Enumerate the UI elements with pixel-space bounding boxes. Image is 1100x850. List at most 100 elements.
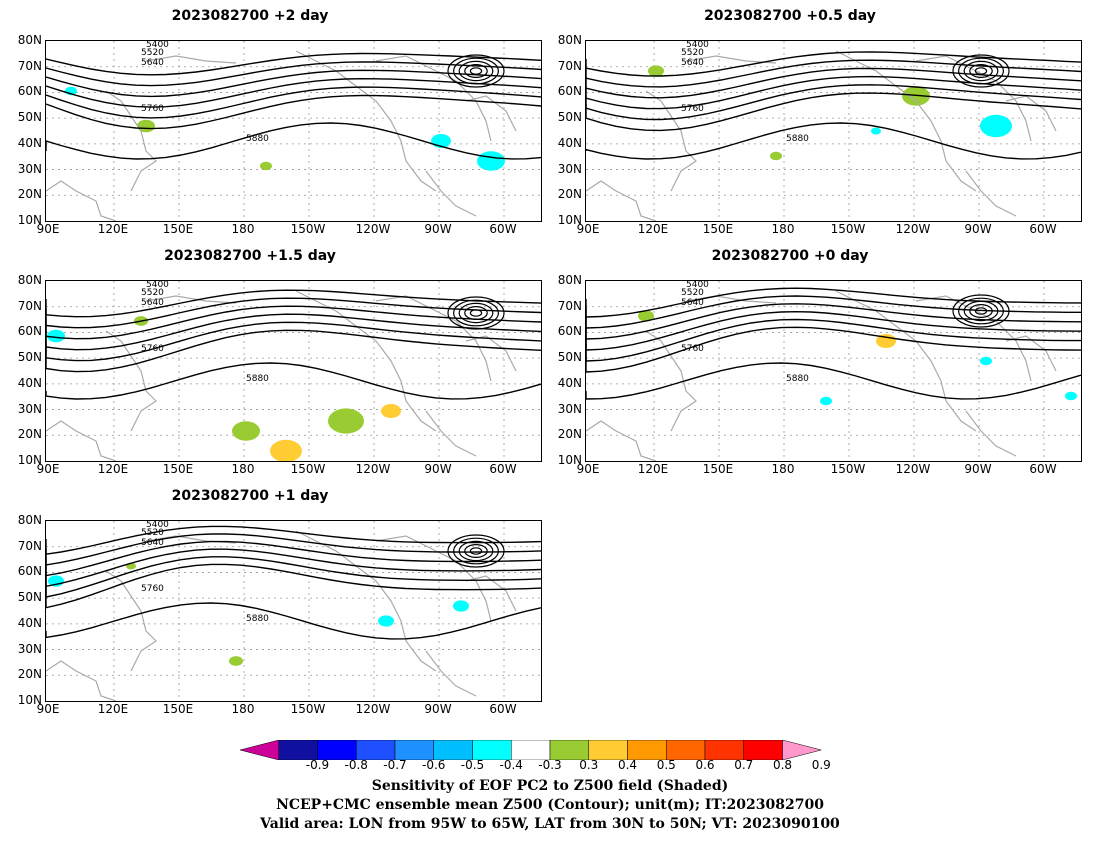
lon-tick-label: 150E: [702, 462, 734, 476]
lon-tick-label: 60W: [1029, 462, 1057, 476]
contour-label: 5400: [146, 281, 169, 290]
low-center-contour: [963, 300, 999, 322]
lat-tick-label: 80N: [557, 33, 582, 47]
low-center-contour: [958, 297, 1005, 325]
z500-contour: [46, 94, 541, 130]
panel-title: 2023082700 +1.5 day: [164, 248, 336, 264]
lon-tick-label: 120E: [637, 222, 669, 236]
z500-contour: [586, 287, 1081, 318]
coastline: [46, 660, 117, 701]
lat-tick-label: 50N: [557, 350, 582, 365]
lat-tick-label: 10N: [17, 693, 42, 707]
colorbar-segment: [549, 740, 589, 760]
lat-tick-label: 60N: [557, 324, 582, 339]
low-center-contour: [464, 544, 488, 559]
colorbar-segment: [588, 740, 628, 760]
z500-contour: [46, 313, 541, 351]
colorbar-tick-label: 0.3: [579, 758, 599, 772]
colorbar-tick-label: 0.5: [656, 758, 676, 772]
lon-tick-label: 90E: [36, 462, 60, 476]
low-center-contour: [974, 67, 988, 75]
panel-title: 2023082700 +0.5 day: [704, 8, 876, 24]
contour-label: 5760: [141, 344, 164, 354]
shaded-region: [453, 600, 469, 612]
map-frame: 5400 5520 5640 5760 5880: [585, 280, 1082, 462]
contour-label: 5400: [686, 281, 709, 290]
colorbar-tick-label: 0.7: [734, 758, 754, 772]
lon-tick-label: 90E: [576, 462, 600, 476]
caption-line-3: Valid area: LON from 95W to 65W, LAT fro…: [260, 816, 840, 832]
lat-tick-label: 70N: [17, 298, 42, 313]
coastline: [46, 180, 117, 221]
shaded-region: [137, 119, 155, 133]
panel-title: 2023082700 +1 day: [171, 488, 329, 504]
lon-tick-label: 120W: [355, 222, 391, 236]
z500-contour: [586, 122, 1081, 160]
lat-tick-label: 20N: [17, 427, 42, 442]
low-center-contour: [447, 296, 505, 330]
low-center-contour: [458, 302, 494, 324]
low-center-contour: [458, 540, 494, 562]
shaded-region: [477, 151, 505, 171]
coastline: [835, 290, 977, 432]
coastline: [46, 420, 117, 461]
low-center-contour: [464, 306, 488, 321]
coastline: [465, 95, 517, 132]
lat-tick-label: 50N: [17, 590, 42, 605]
colorbar-tick-label: 0.9: [811, 758, 831, 772]
contour-label: 5640: [681, 298, 704, 308]
shaded-region: [270, 439, 302, 461]
contour-label: 5640: [141, 58, 164, 68]
contour-label: 5520: [681, 288, 704, 298]
shaded-region: [820, 396, 832, 406]
coastline: [105, 330, 157, 432]
colorbar-tick-label: -0.9: [305, 758, 330, 772]
contour-label: 5520: [141, 288, 164, 298]
coastline: [1005, 95, 1057, 132]
lat-tick-label: 70N: [17, 58, 42, 73]
lon-tick-label: 150E: [162, 702, 194, 716]
panel-title: 2023082700 +2 day: [171, 8, 329, 24]
shaded-region: [232, 421, 260, 441]
lon-tick-label: 150E: [162, 222, 194, 236]
lon-tick-label: 90E: [36, 222, 60, 236]
z500-contour: [586, 84, 1081, 121]
z500-contour: [46, 533, 541, 566]
lon-tick-label: 90W: [424, 702, 452, 716]
shaded-region: [648, 65, 664, 77]
panel-title: 2023082700 +0 day: [711, 248, 869, 264]
colorbar-segment: [278, 740, 318, 760]
contour-label: 5400: [146, 521, 169, 530]
lat-tick-label: 30N: [17, 161, 42, 176]
z500-contour: [46, 563, 541, 609]
coastline: [295, 530, 437, 672]
colorbar-tick-label: 0.8: [772, 758, 793, 772]
lon-tick-label: 60W: [1029, 222, 1057, 236]
contour-label: 5760: [681, 104, 704, 114]
colorbar-segment: [704, 740, 744, 760]
coastline: [835, 50, 977, 192]
lon-tick-label: 120W: [355, 702, 391, 716]
low-center-contour: [963, 60, 999, 82]
lon-tick-label: 120E: [637, 462, 669, 476]
z500-contour: [586, 295, 1081, 329]
low-center-contour: [464, 64, 488, 79]
colorbar: [240, 740, 822, 760]
lat-tick-label: 40N: [557, 135, 582, 150]
low-center-contour: [453, 299, 500, 327]
coastline: [375, 295, 492, 382]
lon-tick-label: 180: [231, 462, 255, 476]
coastline: [105, 90, 157, 192]
lat-tick-label: 40N: [17, 615, 42, 630]
contour-label: 5880: [786, 134, 809, 144]
coastline: [586, 180, 657, 221]
lat-tick-label: 20N: [17, 667, 42, 682]
lat-tick-label: 50N: [557, 110, 582, 125]
low-center-contour: [469, 547, 483, 555]
lat-tick-label: 80N: [17, 273, 42, 287]
lon-tick-label: 90W: [964, 222, 992, 236]
coastline: [145, 55, 237, 64]
lon-tick-label: 60W: [489, 702, 517, 716]
